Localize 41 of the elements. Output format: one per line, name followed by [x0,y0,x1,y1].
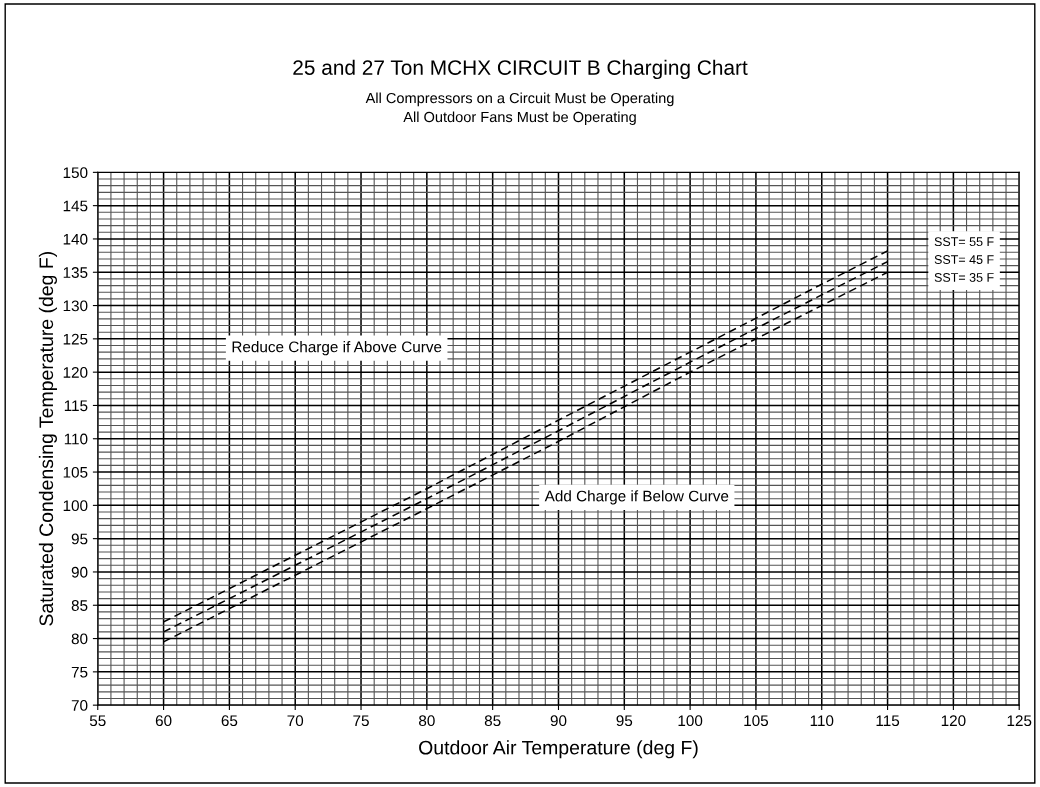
y-tick-label: 140 [63,233,88,245]
annotation: Reduce Charge if Above Curve [232,341,442,356]
x-tick-label: 80 [419,715,435,727]
x-tick-label: 70 [287,715,304,727]
x-tick-label: 75 [353,715,369,727]
text: SST= 45 F [934,255,994,264]
x-tick-label: 125 [1007,715,1032,727]
y-tick-label: 145 [63,200,88,212]
y-tick-label: 130 [63,300,88,312]
y-tick-label: 115 [64,400,88,412]
y-tick-label: 150 [63,167,88,179]
x-tick-label: 55 [89,715,106,727]
text: SST= 55 F [934,237,994,247]
x-tick-label: 65 [221,715,238,727]
y-tick-label: 110 [64,433,88,445]
x-tick-label: 95 [616,715,633,727]
y-tick-label: 95 [71,533,88,545]
x-tick-label: 120 [941,715,966,727]
y-tick-label: 80 [71,633,88,645]
x-tick-label: 85 [484,715,501,727]
chart-title: 25 and 27 Ton MCHX CIRCUIT B Charging Chart [293,59,748,80]
y-axis-title: Saturated Condensing Temperature (deg F) [38,252,57,626]
x-axis-title: Outdoor Air Temperature (deg F) [419,740,698,759]
x-tick-label: 115 [876,715,900,727]
annotation: Add Charge if Below Curve [544,490,729,505]
y-tick-label: 100 [63,500,88,512]
y-tick-label: 135 [63,267,88,278]
y-tick-label: 90 [71,566,88,578]
x-tick-label: 105 [744,715,769,727]
x-tick-label: 90 [550,715,567,727]
y-tick-label: 125 [63,333,88,345]
x-tick-label: 110 [810,715,834,727]
y-tick-label: 120 [63,367,88,378]
y-tick-label: 85 [71,600,88,611]
y-tick-label: 70 [71,700,88,711]
chart-subtitle: All Compressors on a Circuit Must be Operating All Outdoor Fans Must be Operating [365,92,674,126]
text: SST= 35 F [934,273,994,282]
x-tick-label: 60 [155,715,172,727]
x-tick-label: 100 [678,715,703,727]
y-tick-label: 105 [63,466,88,478]
y-tick-label: 75 [71,666,88,678]
